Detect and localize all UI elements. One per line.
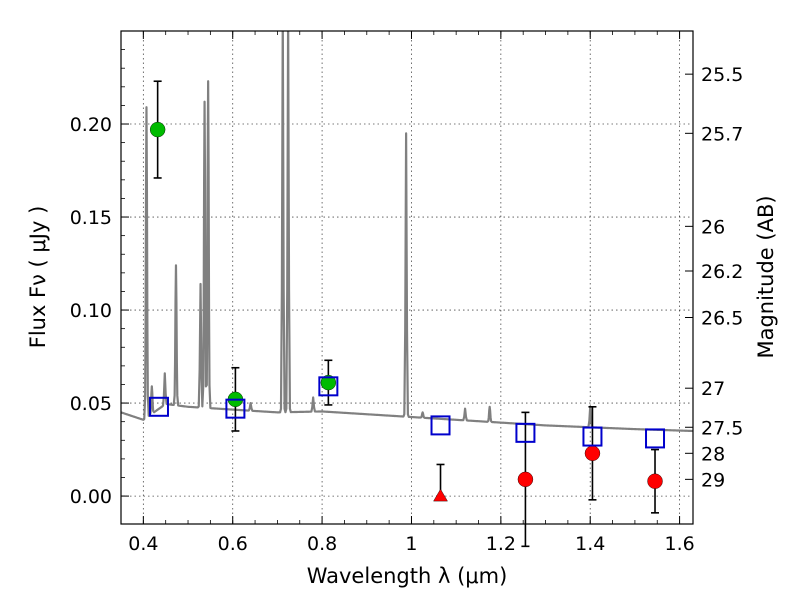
y-tick-label: 0.20 [70, 114, 112, 136]
mag-tick-label: 26.5 [701, 307, 743, 329]
y2-axis-title: Magnitude (AB) [754, 195, 778, 358]
detection-point [320, 374, 337, 391]
y-tick-label: 0.15 [70, 207, 112, 229]
model-spectrum [121, 31, 693, 433]
model-photometry-square [318, 376, 339, 397]
y-axis-title: Flux Fν ( μJy ) [26, 206, 50, 349]
upper-limit-triangle [433, 488, 448, 502]
x-tick-label: 1.4 [575, 533, 605, 555]
x-tick-label: 1 [405, 533, 417, 555]
non-detection-point [517, 471, 534, 488]
mag-tick-label: 25.5 [701, 64, 743, 86]
mag-tick-label: 27.5 [701, 417, 743, 439]
axis-ticks [121, 31, 693, 524]
model-spectrum-line [121, 31, 693, 433]
non-detection-point [584, 445, 601, 462]
tick-labels: 0.4 0.6 0.8 1 1.2 1.4 1.6 0.00 0.05 0.10 0.15 0.20 2… [70, 64, 744, 555]
x-tick-label: 0.8 [307, 533, 337, 555]
mag-tick-label: 25.7 [701, 123, 743, 145]
y-tick-label: 0.10 [70, 300, 112, 322]
non-detection-point [647, 473, 663, 489]
model-photometry-square [225, 398, 246, 419]
model-photometry-square [582, 426, 603, 447]
model-photometry-square [515, 422, 536, 443]
mag-tick-label: 26.2 [701, 261, 743, 283]
model-photometry-square [645, 428, 666, 449]
grid-lines [121, 31, 693, 524]
x-tick-label: 1.2 [486, 533, 516, 555]
x-tick-label: 0.4 [128, 533, 158, 555]
x-tick-label: 1.6 [664, 533, 694, 555]
mag-tick-label: 29 [701, 469, 725, 491]
x-axis-title: Wavelength λ (μm) [307, 564, 508, 588]
mag-tick-label: 26 [701, 216, 725, 238]
y-tick-label: 0.00 [70, 486, 112, 508]
detection-point [149, 121, 166, 138]
mag-tick-label: 27 [701, 378, 725, 400]
model-photometry-square [148, 396, 169, 417]
mag-tick-label: 28 [701, 443, 725, 465]
model-photometry-square [430, 415, 451, 436]
x-tick-label: 0.6 [218, 533, 248, 555]
plot-frame [120, 30, 694, 525]
y-tick-label: 0.05 [70, 393, 112, 415]
